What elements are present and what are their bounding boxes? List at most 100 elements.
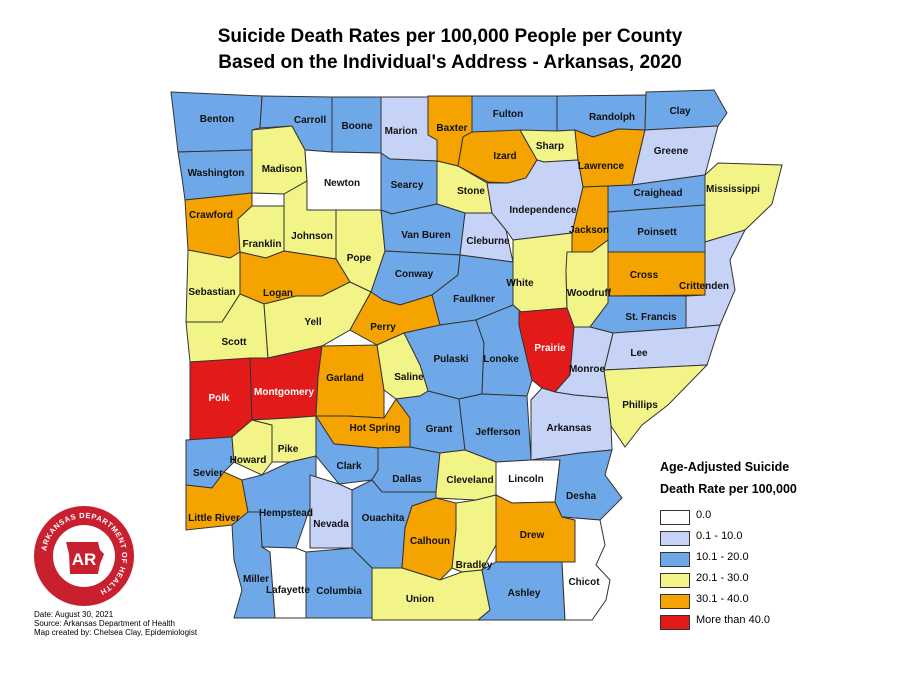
county-label-lafayette: Lafayette [266,585,310,596]
county-label-jackson: Jackson [569,225,609,236]
county-label-logan: Logan [263,288,293,299]
county-white [512,232,573,313]
county-nevada [309,474,353,549]
county-label-chicot: Chicot [568,577,600,588]
county-label-benton: Benton [200,114,234,125]
county-label-ashley: Ashley [508,588,541,599]
county-chicot [561,516,611,621]
legend-swatch-5 [660,615,690,630]
county-label-sebastian: Sebastian [188,287,235,298]
county-label-craighead: Craighead [634,188,683,199]
county-label-fulton: Fulton [493,109,524,120]
county-label-bradley: Bradley [456,560,493,571]
county-label-saline: Saline [394,372,424,383]
county-label-union: Union [406,594,434,605]
county-label-independence: Independence [509,205,577,216]
legend-swatch-2 [660,552,690,567]
legend-title-line-1: Age-Adjusted Suicide [660,460,790,474]
county-label-poinsett: Poinsett [637,227,677,238]
legend-label: 10.1 - 20.0 [696,551,749,563]
county-label-izard: Izard [493,151,516,162]
county-clay [644,89,728,131]
county-label-dallas: Dallas [392,474,422,485]
county-label-randolph: Randolph [589,112,635,123]
legend: Age-Adjusted Suicide Death Rate per 100,… [660,456,880,632]
county-label-prairie: Prairie [534,343,566,354]
county-label-perry: Perry [370,322,396,333]
map-title-line-2: Based on the Individual's Address - Arka… [218,52,682,73]
county-label-monroe: Monroe [569,364,606,375]
legend-label: More than 40.0 [696,614,770,626]
legend-label: 20.1 - 30.0 [696,572,749,584]
footnotes: Date: August 30, 2021 Source: Arkansas D… [34,610,197,637]
legend-item: 20.1 - 30.0 [660,570,880,590]
county-label-scott: Scott [222,337,248,348]
county-label-nevada: Nevada [313,519,349,530]
county-label-jefferson: Jefferson [475,427,520,438]
county-label-sharp: Sharp [536,141,564,152]
county-label-crawford: Crawford [189,210,233,221]
county-label-van-buren: Van Buren [401,230,450,241]
footnote-date: Date: August 30, 2021 [34,610,114,619]
county-label-cross: Cross [630,270,659,281]
county-label-howard: Howard [230,455,267,466]
county-layer [170,89,783,621]
legend-swatch-0 [660,510,690,525]
county-label-baxter: Baxter [436,123,467,134]
county-label-conway: Conway [395,269,434,280]
county-label-montgomery: Montgomery [254,387,314,398]
county-dallas [371,446,441,493]
county-label-sevier: Sevier [193,468,223,479]
county-label-miller: Miller [243,574,269,585]
county-label-grant: Grant [426,424,453,435]
county-label-arkansas: Arkansas [546,423,591,434]
county-label-white: White [506,278,534,289]
health-department-logo: ARKANSAS DEPARTMENT OF HEALTH AR [34,506,134,606]
county-label-phillips: Phillips [622,400,658,411]
county-label-madison: Madison [262,164,303,175]
county-columbia [305,547,373,619]
county-label-hempstead: Hempstead [259,508,313,519]
county-label-stone: Stone [457,186,485,197]
county-label-pike: Pike [278,444,299,455]
county-label-franklin: Franklin [243,239,282,250]
county-independence [486,159,584,241]
state-shape-icon [66,542,104,574]
legend-item: 30.1 - 40.0 [660,591,880,611]
county-label-garland: Garland [326,373,364,384]
county-label-mississippi: Mississippi [706,184,760,195]
legend-label: 0.0 [696,509,712,521]
county-label-clark: Clark [336,461,361,472]
county-label-cleburne: Cleburne [466,236,510,247]
county-franklin [237,205,285,259]
county-label-pulaski: Pulaski [433,354,468,365]
county-label-carroll: Carroll [294,115,326,126]
county-label-yell: Yell [304,317,321,328]
county-cleburne [459,212,514,263]
county-label-lawrence: Lawrence [578,161,625,172]
legend-label: 0.1 - 10.0 [696,530,743,542]
county-label-hot-spring: Hot Spring [349,423,400,434]
county-label-little-river: Little River [188,513,240,524]
county-label-polk: Polk [208,393,230,404]
county-label-lee: Lee [630,348,648,359]
county-label-columbia: Columbia [316,586,362,597]
map-title-line-1: Suicide Death Rates per 100,000 People p… [217,26,683,47]
county-label-ouachita: Ouachita [362,513,405,524]
county-label-clay: Clay [669,106,691,117]
county-label-greene: Greene [654,146,689,157]
county-label-crittenden: Crittenden [679,281,729,292]
county-label-johnson: Johnson [291,231,333,242]
legend-item: 10.1 - 20.0 [660,549,880,569]
legend-title-line-2: Death Rate per 100,000 [660,482,797,496]
county-label-boone: Boone [341,121,373,132]
county-label-searcy: Searcy [391,180,424,191]
county-label-faulkner: Faulkner [453,294,495,305]
county-label-desha: Desha [566,491,596,502]
footnote-source: Source: Arkansas Department of Health [34,619,175,628]
county-label-marion: Marion [385,126,418,137]
county-label-layer: Benton Carroll Boone Marion Baxter Fulton Rand… [188,106,761,605]
county-label-drew: Drew [520,530,545,541]
legend-swatch-3 [660,573,690,588]
